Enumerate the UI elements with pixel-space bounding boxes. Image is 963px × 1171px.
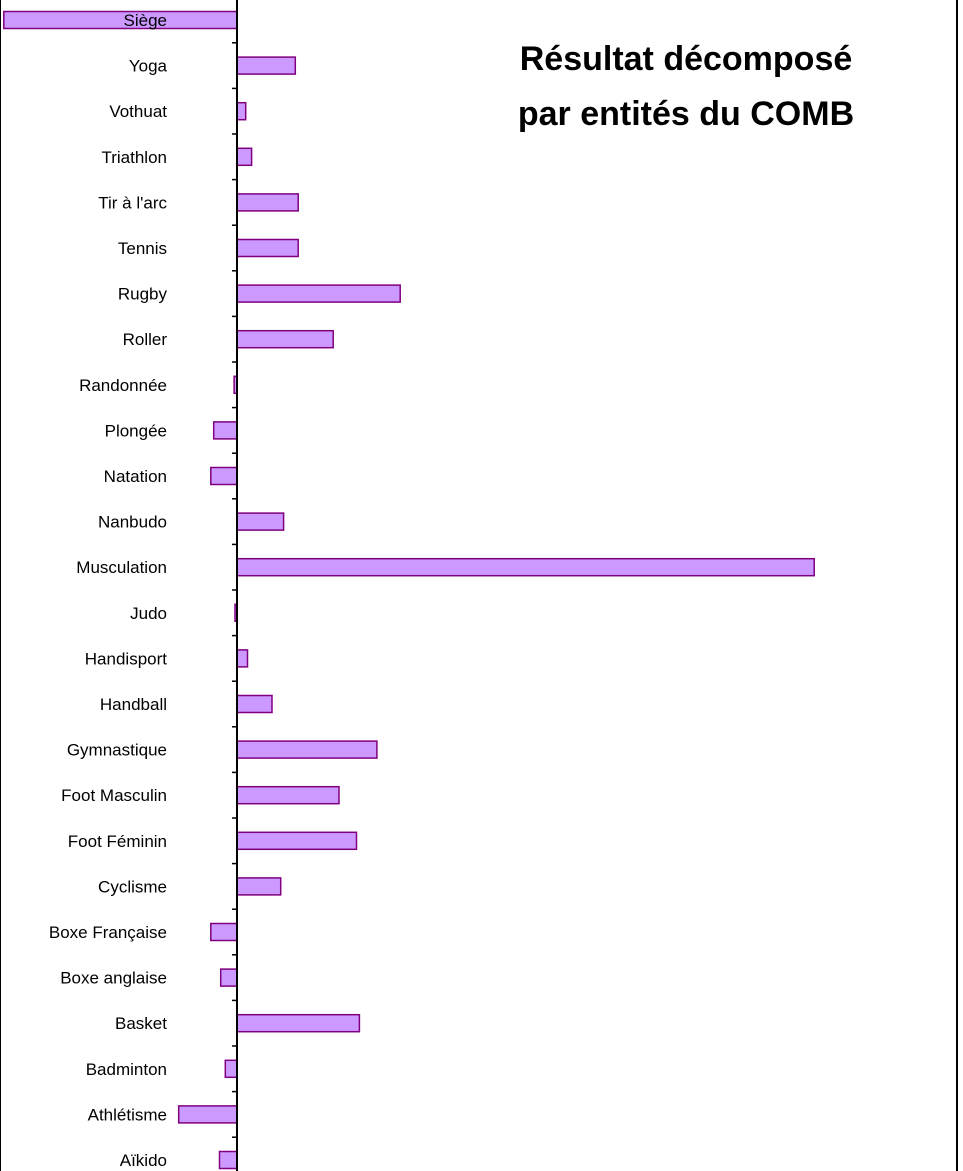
category-label-boxe-francaise: Boxe Française [49,923,167,942]
category-label-gymnastique: Gymnastique [67,741,167,760]
category-label-handball: Handball [100,695,167,714]
bar-yoga [236,56,297,75]
bars-layer [3,10,815,1170]
bar-aikido [218,1150,238,1170]
value-axis [232,0,238,1171]
category-labels: Siège Yoga Vothuat Triathlon Tir à l'arc Tenn… [49,11,168,1170]
bar-handball [236,694,273,714]
category-label-foot-feminin: Foot Féminin [68,832,167,851]
category-label-roller: Roller [123,330,168,349]
bar-natation [210,466,238,486]
bar-tir-a-l-arc [236,193,299,212]
bar-vothuat [236,101,247,121]
category-label-aikido: Aïkido [120,1151,167,1170]
bar-gymnastique [236,740,378,759]
bar-handisport [236,649,249,668]
bar-foot-feminin [236,831,358,851]
bar-roller [236,329,334,349]
chart-title-line-1: Résultat décomposé [520,40,853,78]
category-label-triathlon: Triathlon [101,148,167,167]
category-label-basket: Basket [115,1014,167,1033]
category-label-athletisme: Athlétisme [88,1105,167,1124]
category-label-yoga: Yoga [129,57,168,76]
chart-title-line-2: par entités du COMB [518,95,854,133]
category-label-tennis: Tennis [118,239,167,258]
bar-rugby [236,284,401,303]
category-label-cyclisme: Cyclisme [98,877,167,896]
bar-nanbudo [236,512,285,531]
category-label-foot-masculin: Foot Masculin [61,786,167,805]
bar-triathlon [236,147,253,167]
bar-tennis [236,238,299,258]
bar-boxe-anglaise [219,968,238,987]
category-label-natation: Natation [104,467,167,486]
category-label-badminton: Badminton [86,1060,167,1079]
category-label-vothuat: Vothuat [109,102,167,121]
category-label-tir-a-l-arc: Tir à l'arc [98,193,167,212]
bar-foot-masculin [236,785,340,805]
bar-boxe-francaise [210,922,238,942]
bar-siege [3,10,238,30]
category-label-randonnee: Randonnée [79,376,167,395]
category-label-judo: Judo [130,604,167,623]
category-label-rugby: Rugby [118,285,168,304]
bar-basket [236,1013,361,1033]
category-label-boxe-anglaise: Boxe anglaise [60,969,167,988]
category-label-siege: Siège [124,11,167,30]
bar-musculation [236,557,815,577]
bar-athletisme [177,1105,238,1124]
category-label-plongee: Plongée [105,421,167,440]
category-label-handisport: Handisport [85,649,167,668]
category-label-musculation: Musculation [76,558,167,577]
bar-cyclisme [236,877,282,896]
bar-badminton [224,1059,238,1079]
bar-plongee [212,421,238,440]
category-label-nanbudo: Nanbudo [98,513,167,532]
